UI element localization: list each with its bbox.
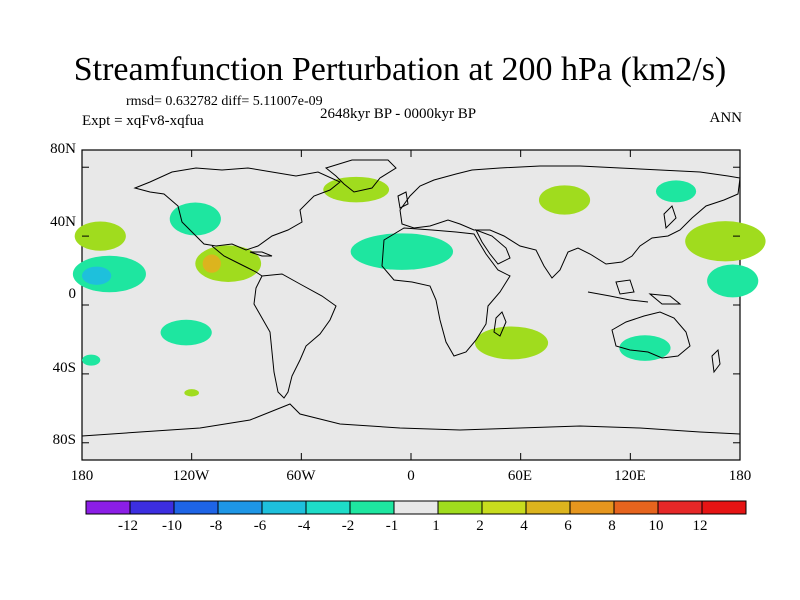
lon-label: 0 (407, 468, 415, 484)
coast-indonesia (587, 291, 649, 303)
stats-text: rmsd= 0.632782 diff= 5.11007e-09 (126, 94, 323, 109)
anomaly-region (323, 176, 390, 203)
colorbar-label: -8 (209, 518, 223, 534)
lat-label: 40S (52, 360, 76, 376)
coastlines (81, 159, 741, 437)
anomaly-region (160, 319, 212, 346)
colorbar-label: -12 (118, 518, 138, 534)
anomaly-region (202, 254, 221, 273)
colorbar-label: 1 (432, 518, 440, 534)
anomaly-region (184, 389, 199, 397)
colorbar-swatch (85, 500, 131, 515)
colorbar-swatch (305, 500, 351, 515)
colorbar-label: -4 (297, 518, 311, 534)
colorbar-swatch (481, 500, 527, 515)
coast-central-america (211, 245, 263, 277)
anomaly-region (169, 202, 221, 236)
lon-label: 60W (286, 468, 316, 484)
season-label: ANN (709, 110, 743, 126)
colorbar-swatch (613, 500, 659, 515)
colorbar-label: 8 (608, 518, 616, 534)
coast-japan (663, 205, 677, 230)
lon-label: 120E (614, 468, 646, 484)
anomaly-region (685, 221, 766, 262)
anomaly-region (655, 180, 697, 203)
plot-title: Streamfunction Perturbation at 200 hPa (… (73, 51, 727, 88)
lat-label: 80S (52, 432, 76, 448)
coast-africa (381, 227, 511, 357)
lon-label: 180 (70, 468, 94, 484)
anomaly-region (707, 264, 759, 298)
coast-borneo (615, 279, 635, 295)
colorbar-label: 4 (520, 518, 528, 534)
coast-arabia (474, 229, 511, 265)
coast-north-america (133, 167, 341, 251)
colorbar-swatch (261, 500, 307, 515)
colorbar-label: -6 (253, 518, 267, 534)
colorbar (85, 500, 747, 515)
colorbar-label: -1 (385, 518, 399, 534)
coast-new-zealand (711, 348, 721, 374)
colorbar-swatch (217, 500, 263, 515)
anomaly-region (82, 354, 101, 366)
colorbar-swatch (129, 500, 175, 515)
anomaly-region (538, 185, 591, 215)
lat-label: 0 (68, 286, 77, 302)
coast-greenland (324, 159, 397, 193)
colorbar-swatch (525, 500, 571, 515)
lon-label: 180 (728, 468, 752, 484)
colorbar-swatch (349, 500, 395, 515)
colorbar-label: -10 (162, 518, 182, 534)
colorbar-label: 2 (476, 518, 484, 534)
colorbar-swatch (437, 500, 483, 515)
lon-label: 60E (507, 468, 533, 484)
axis-ticks (81, 150, 741, 460)
coast-south-america (253, 273, 337, 399)
colorbar-label: 6 (564, 518, 572, 534)
anomaly-region (619, 335, 671, 361)
anomaly-region (350, 233, 454, 270)
coast-madagascar (493, 311, 507, 337)
lon-label: 120W (172, 468, 210, 484)
colorbar-swatch (701, 500, 747, 515)
lat-label: 80N (50, 141, 76, 157)
coast-antarctica (81, 403, 741, 437)
anomaly-region (74, 221, 126, 251)
coast-eurasia (399, 165, 741, 279)
colorbar-swatch (173, 500, 219, 515)
colorbar-label: 12 (692, 518, 708, 534)
coast-new-guinea (648, 293, 682, 305)
colorbar-swatch (657, 500, 703, 515)
experiment-label: Expt = xqFv8-xqfua (82, 113, 204, 129)
coast-australia (611, 311, 691, 359)
colorbar-label: -2 (341, 518, 355, 534)
colorbar-swatch (393, 500, 439, 515)
lat-label: 40N (50, 214, 76, 230)
anomaly-region (195, 245, 262, 282)
anomaly-region (82, 266, 112, 285)
period-subtitle: 2648kyr BP - 0000kyr BP (320, 106, 477, 122)
anomaly-layer (72, 176, 766, 397)
coast-cuba (249, 251, 273, 257)
coast-uk (397, 191, 409, 209)
anomaly-region (474, 326, 549, 360)
colorbar-label: 10 (648, 518, 664, 534)
colorbar-swatch (569, 500, 615, 515)
map-background (81, 149, 741, 461)
